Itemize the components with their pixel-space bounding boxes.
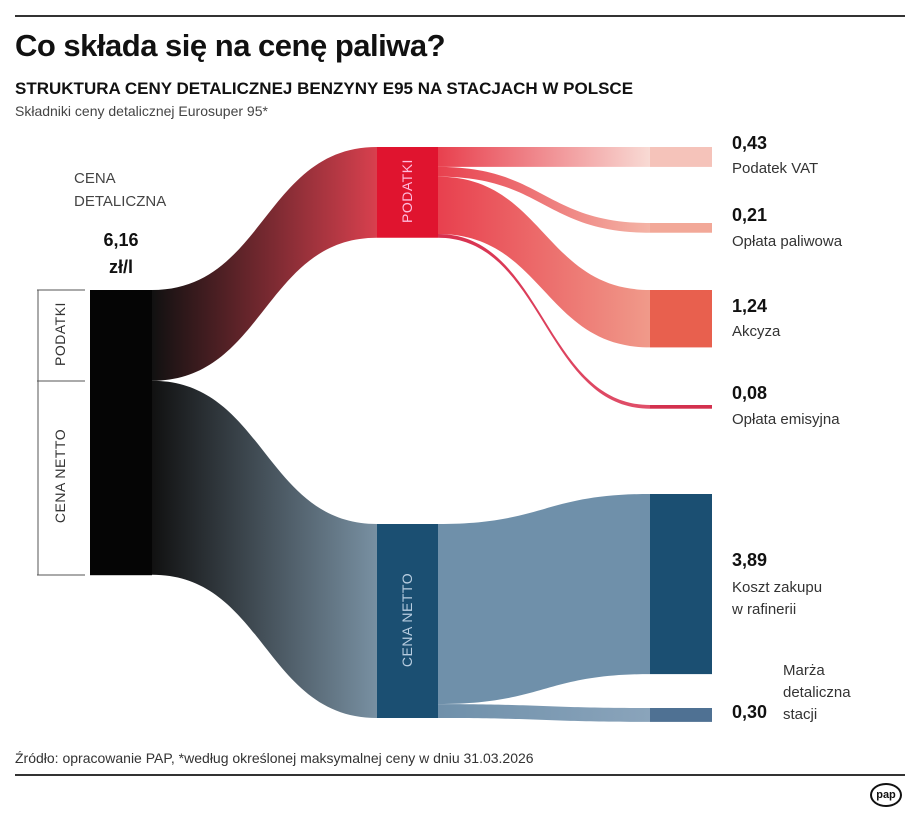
emission-value: 0,08 — [732, 383, 768, 403]
margin-label-line1: Marża — [783, 662, 825, 679]
description: Składniki ceny detalicznej Eurosuper 95* — [15, 103, 268, 119]
fuel-fee-label: Opłata paliwowa — [732, 233, 843, 250]
taxes-node-label: PODATKI — [399, 159, 415, 223]
node-excise — [650, 290, 712, 348]
vat-label: Podatek VAT — [732, 160, 819, 177]
emission-label: Opłata emisyjna — [732, 411, 840, 428]
margin-value: 0,30 — [732, 702, 768, 722]
node-taxes — [377, 147, 438, 238]
link-net-margin — [438, 704, 650, 722]
link-retail-taxes — [152, 147, 377, 381]
node-emission — [650, 405, 712, 409]
excise-value: 1,24 — [732, 296, 768, 316]
node-refinery — [650, 494, 712, 675]
total-label-line2: DETALICZNA — [74, 193, 167, 210]
node-fuel_fee — [650, 223, 712, 233]
link-retail-net — [152, 380, 377, 718]
link-taxes-fuel_fee — [438, 166, 650, 233]
total-unit: zł/l — [108, 257, 133, 277]
refinery-value: 3,89 — [732, 550, 768, 570]
refinery-label-line1: Koszt zakupu — [732, 579, 823, 596]
link-taxes-excise — [438, 176, 650, 348]
node-vat — [650, 147, 712, 167]
margin-label-line2: detaliczna — [783, 684, 851, 701]
subtitle: STRUKTURA CENY DETALICZNEJ BENZYNY E95 N… — [15, 79, 634, 98]
net-node-label: CENA NETTO — [399, 572, 415, 668]
fuel-fee-value: 0,21 — [732, 205, 768, 225]
page-title: Co składa się na cenę paliwa? — [15, 28, 446, 63]
left-segment-taxes-label: PODATKI — [52, 302, 68, 366]
left-bracket — [37, 289, 85, 576]
excise-label: Akcyza — [732, 323, 781, 340]
bottom-rule — [15, 774, 905, 776]
node-margin — [650, 708, 712, 722]
total-label-line1: CENA — [74, 170, 116, 187]
link-net-refinery — [438, 494, 650, 705]
node-retail — [90, 290, 152, 576]
link-taxes-vat — [438, 147, 650, 167]
pap-logo: pap — [870, 783, 902, 807]
margin-label-line3: stacji — [783, 706, 818, 723]
left-segment-net-label: CENA NETTO — [52, 428, 68, 524]
source-note: Źródło: opracowanie PAP, *według określo… — [15, 750, 534, 766]
refinery-label-line2: w rafinerii — [732, 601, 797, 618]
total-value: 6,16 — [103, 230, 139, 250]
top-rule — [15, 15, 905, 17]
link-taxes-emission — [438, 234, 650, 409]
node-net — [377, 524, 438, 718]
vat-value: 0,43 — [732, 133, 768, 153]
